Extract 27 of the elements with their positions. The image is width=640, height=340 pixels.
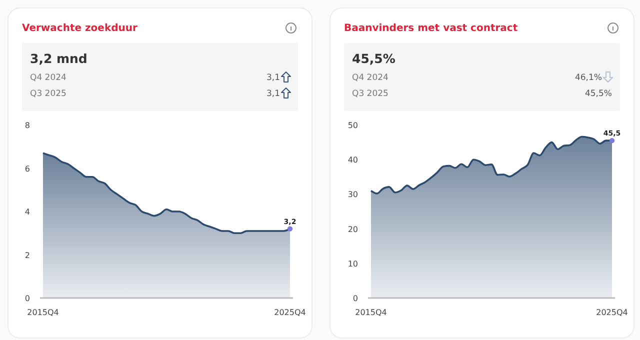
x-tick-label: 2025Q4 — [274, 308, 306, 317]
text: 3,1 — [266, 73, 280, 83]
x-tick-label: 2015Q4 — [355, 308, 387, 317]
text: Q4 2024 — [352, 73, 388, 83]
text: Q4 2024 — [30, 73, 66, 83]
x-tick-label: 2015Q4 — [27, 308, 59, 317]
y-tick-label: 10 — [348, 259, 358, 268]
chart-title: Verwachte zoekduur — [22, 23, 138, 34]
text: 3,1 — [266, 89, 280, 99]
y-tick-label: 0 — [24, 294, 30, 303]
y-tick-label: 8 — [24, 121, 30, 130]
y-tick-label: 40 — [348, 156, 358, 165]
text: Q3 2025 — [30, 89, 66, 99]
y-tick-label: 0 — [352, 294, 358, 303]
text: 45,5% — [584, 89, 612, 99]
text: Q3 2025 — [352, 89, 388, 99]
y-tick-label: 50 — [348, 121, 358, 130]
text: 3,2 mnd — [30, 51, 88, 66]
x-tick-label: 2025Q4 — [596, 308, 628, 317]
y-tick-label: 20 — [348, 224, 358, 234]
y-tick-label: 30 — [348, 190, 358, 200]
text: 45,5% — [352, 51, 396, 66]
text: 46,1% — [574, 73, 602, 83]
y-tick-label: 2 — [24, 250, 30, 260]
y-tick-label: 6 — [24, 164, 30, 174]
chart-title: Baanvinders met vast contract — [344, 23, 518, 34]
y-tick-label: 4 — [24, 208, 30, 216]
